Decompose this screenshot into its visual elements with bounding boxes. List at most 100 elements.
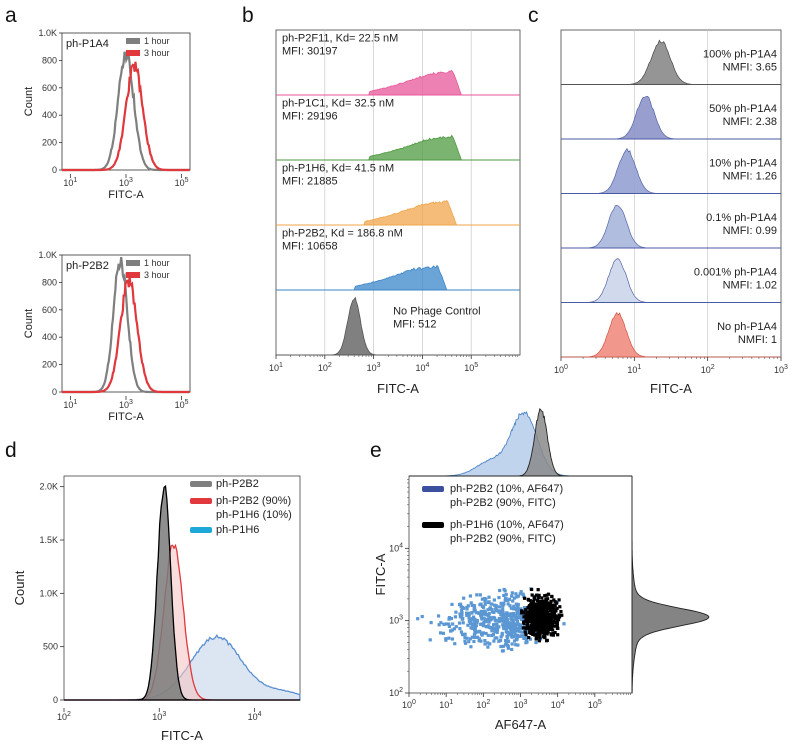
scatter-point — [470, 611, 474, 615]
scatter-point — [447, 636, 451, 640]
x-tick-label-2: 102 — [476, 699, 490, 710]
scatter-point — [497, 605, 501, 609]
series-nmfi-5: NMFI: 1 — [738, 334, 777, 346]
scatter-point — [541, 627, 545, 631]
legend-swatch-0 — [126, 260, 140, 266]
scatter-point — [551, 621, 555, 626]
scatter-point — [511, 620, 516, 624]
x-tick-label-0: 100 — [554, 364, 568, 375]
scatter-point — [486, 619, 490, 624]
scatter-point — [555, 623, 559, 627]
scatter-point — [506, 625, 510, 629]
y-tick-label-3: 1.5K — [39, 535, 58, 545]
scatter-point — [535, 627, 539, 631]
scatter-point — [512, 611, 516, 616]
x-tick-label-3: 104 — [415, 362, 429, 373]
scatter-point — [469, 645, 473, 649]
scatter-point — [557, 598, 561, 602]
x-ticklabel-1: 103 — [119, 399, 133, 410]
scatter-point — [517, 608, 522, 612]
scatter-point — [551, 628, 555, 632]
x-axis-label: FITC-A — [161, 728, 203, 743]
panel-d-chart: 0 500 1.0K 1.5K 2.0K 102 103 104 FITC-A Count ph-P… — [12, 475, 301, 743]
scatter-point — [468, 637, 472, 641]
series-line-1 — [62, 61, 190, 172]
scatter-point — [552, 611, 556, 615]
scatter-point — [450, 602, 454, 607]
scatter-point — [447, 616, 452, 620]
scatter-point — [521, 630, 525, 634]
scatter-point — [487, 595, 491, 599]
scatter-point — [467, 613, 471, 617]
scatter-point — [523, 636, 528, 640]
scatter-point — [558, 615, 562, 619]
scatter-point — [537, 633, 541, 637]
scatter-point — [477, 637, 481, 641]
scatter-point — [500, 633, 504, 637]
scatter-point — [533, 608, 537, 612]
scatter-point — [502, 613, 507, 617]
scatter-point — [537, 615, 541, 619]
scatter-point — [460, 617, 464, 621]
scatter-point — [557, 613, 561, 617]
y-tick-label-0: 102 — [389, 687, 403, 698]
scatter-point — [506, 640, 510, 644]
scatter-point — [501, 644, 505, 648]
scatter-point — [552, 615, 557, 619]
y-tick-label-4: 800 — [42, 55, 57, 65]
scatter-point — [450, 637, 455, 641]
scatter-point — [523, 626, 527, 630]
distribution-3 — [276, 264, 520, 291]
scatter-point — [502, 601, 506, 605]
y-tick-label-5: 1.0K — [38, 250, 57, 260]
scatter-point — [450, 628, 455, 632]
scatter-point — [530, 612, 534, 616]
scatter-point — [537, 639, 541, 643]
scatter-point — [533, 615, 537, 620]
scatter-point — [510, 647, 514, 652]
scatter-point — [504, 638, 508, 643]
scatter-point — [505, 611, 509, 615]
scatter-point — [498, 638, 503, 643]
scatter-point — [545, 639, 549, 643]
scatter-point — [535, 619, 539, 623]
scatter-point — [546, 597, 550, 601]
scatter-point — [490, 617, 494, 621]
scatter-point — [551, 633, 555, 637]
scatter-point — [472, 615, 476, 619]
scatter-point — [471, 623, 475, 627]
scatter-point — [558, 605, 562, 609]
scatter-point — [483, 638, 487, 643]
series-nmfi-3: NMFI: 0.99 — [723, 225, 777, 237]
scatter-point — [497, 619, 501, 623]
scatter-point — [526, 606, 530, 610]
scatter-point — [483, 611, 487, 615]
scatter-point — [544, 626, 548, 630]
scatter-point — [554, 601, 559, 605]
scatter-point — [516, 606, 520, 610]
scatter-point — [506, 646, 510, 650]
scatter-point — [541, 605, 545, 610]
legend-label-1: 3 hour — [144, 270, 170, 280]
scatter-point — [481, 631, 485, 635]
scatter-point — [532, 612, 536, 616]
scatter-point — [531, 629, 536, 633]
scatter-point — [507, 597, 511, 601]
scatter-point — [495, 636, 499, 640]
scatter-point — [494, 604, 498, 608]
x-ticklabel-0: 101 — [63, 177, 77, 188]
scatter-point — [472, 621, 476, 625]
scatter-point — [548, 623, 552, 627]
scatter-point — [524, 638, 528, 642]
scatter-point — [498, 588, 502, 593]
scatter-point — [504, 592, 508, 597]
scatter-point — [492, 623, 496, 627]
scatter-point — [505, 630, 509, 634]
scatter-point — [499, 612, 503, 617]
scatter-point — [515, 611, 519, 615]
scatter-point — [546, 604, 550, 608]
scatter-point — [548, 605, 552, 609]
scatter-point — [490, 610, 494, 614]
scatter-point — [502, 626, 506, 631]
y-tick-label-4: 800 — [42, 277, 57, 287]
